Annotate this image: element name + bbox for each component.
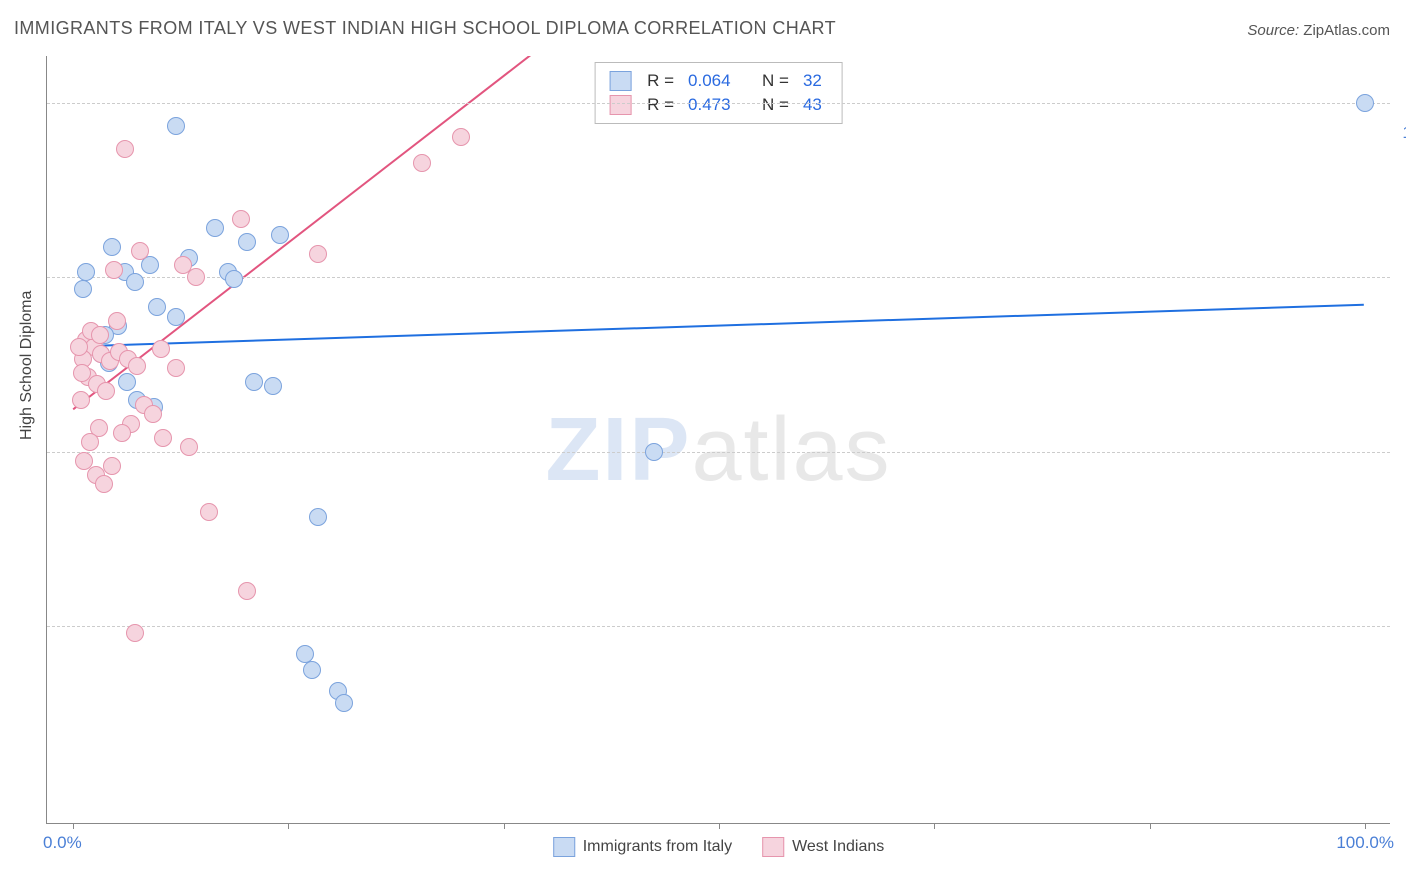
swatch-west-indians-icon xyxy=(762,837,784,857)
data-point-west_indians xyxy=(200,503,218,521)
data-point-italy xyxy=(74,280,92,298)
data-point-italy xyxy=(303,661,321,679)
r-value-west-indians: 0.473 xyxy=(688,93,731,117)
data-point-italy xyxy=(271,226,289,244)
data-point-italy xyxy=(335,694,353,712)
data-point-west_indians xyxy=(144,405,162,423)
gridline xyxy=(47,277,1390,278)
data-point-italy xyxy=(245,373,263,391)
swatch-italy-icon xyxy=(609,71,631,91)
data-point-italy xyxy=(103,238,121,256)
r-value-italy: 0.064 xyxy=(688,69,731,93)
x-tick xyxy=(934,823,935,829)
y-tick-label: 92.5% xyxy=(1390,297,1406,317)
data-point-west_indians xyxy=(97,382,115,400)
trendline-italy xyxy=(73,305,1364,347)
data-point-west_indians xyxy=(75,452,93,470)
data-point-italy xyxy=(1356,94,1374,112)
y-tick-label: 85.0% xyxy=(1390,472,1406,492)
x-tick xyxy=(1365,823,1366,829)
watermark-atlas: atlas xyxy=(691,399,891,499)
data-point-italy xyxy=(296,645,314,663)
data-point-italy xyxy=(77,263,95,281)
source-attribution: Source: ZipAtlas.com xyxy=(1247,22,1390,39)
data-point-west_indians xyxy=(154,429,172,447)
data-point-italy xyxy=(309,508,327,526)
data-point-italy xyxy=(126,273,144,291)
n-label: N = xyxy=(762,69,789,93)
data-point-west_indians xyxy=(180,438,198,456)
data-point-italy xyxy=(264,377,282,395)
data-point-west_indians xyxy=(238,582,256,600)
n-value-italy: 32 xyxy=(803,69,822,93)
x-tick xyxy=(1150,823,1151,829)
legend-item-west-indians: West Indians xyxy=(762,837,884,857)
swatch-italy-icon xyxy=(553,837,575,857)
watermark-zip: ZIP xyxy=(545,399,691,499)
source-value: ZipAtlas.com xyxy=(1303,22,1390,39)
x-axis-max-label: 100.0% xyxy=(1336,833,1394,853)
legend-row-west-indians: R = 0.473 N = 43 xyxy=(609,93,828,117)
data-point-west_indians xyxy=(73,364,91,382)
correlation-legend: R = 0.064 N = 32 R = 0.473 N = 43 xyxy=(594,62,843,124)
trendlines-layer xyxy=(47,56,1390,823)
data-point-italy xyxy=(118,373,136,391)
data-point-italy xyxy=(225,270,243,288)
data-point-west_indians xyxy=(91,326,109,344)
x-tick xyxy=(504,823,505,829)
y-tick-label: 77.5% xyxy=(1390,646,1406,666)
watermark: ZIPatlas xyxy=(545,398,891,501)
x-tick xyxy=(719,823,720,829)
legend-label-west-indians: West Indians xyxy=(792,838,884,855)
legend-row-italy: R = 0.064 N = 32 xyxy=(609,69,828,93)
data-point-west_indians xyxy=(413,154,431,172)
n-value-west-indians: 43 xyxy=(803,93,822,117)
data-point-west_indians xyxy=(70,338,88,356)
data-point-west_indians xyxy=(116,140,134,158)
data-point-west_indians xyxy=(108,312,126,330)
gridline xyxy=(47,626,1390,627)
data-point-west_indians xyxy=(72,391,90,409)
x-tick xyxy=(288,823,289,829)
x-tick xyxy=(73,823,74,829)
legend-label-italy: Immigrants from Italy xyxy=(583,838,732,855)
data-point-italy xyxy=(148,298,166,316)
data-point-italy xyxy=(167,308,185,326)
data-point-italy xyxy=(167,117,185,135)
data-point-west_indians xyxy=(309,245,327,263)
r-label: R = xyxy=(647,69,674,93)
data-point-west_indians xyxy=(452,128,470,146)
data-point-west_indians xyxy=(95,475,113,493)
y-axis-title: High School Diploma xyxy=(18,291,36,440)
r-label: R = xyxy=(647,93,674,117)
source-label: Source: xyxy=(1247,22,1303,39)
legend-item-italy: Immigrants from Italy xyxy=(553,837,732,857)
data-point-italy xyxy=(206,219,224,237)
data-point-west_indians xyxy=(152,340,170,358)
x-axis-min-label: 0.0% xyxy=(43,833,82,853)
data-point-west_indians xyxy=(128,357,146,375)
gridline xyxy=(47,103,1390,104)
data-point-italy xyxy=(645,443,663,461)
data-point-west_indians xyxy=(232,210,250,228)
swatch-west-indians-icon xyxy=(609,95,631,115)
data-point-west_indians xyxy=(126,624,144,642)
trendline-west_indians xyxy=(73,56,589,409)
data-point-west_indians xyxy=(105,261,123,279)
data-point-west_indians xyxy=(103,457,121,475)
data-point-west_indians xyxy=(81,433,99,451)
gridline xyxy=(47,452,1390,453)
scatter-plot-area: ZIPatlas R = 0.064 N = 32 R = 0.473 N = … xyxy=(46,56,1390,824)
data-point-west_indians xyxy=(187,268,205,286)
data-point-west_indians xyxy=(167,359,185,377)
chart-title: IMMIGRANTS FROM ITALY VS WEST INDIAN HIG… xyxy=(14,18,836,39)
data-point-west_indians xyxy=(113,424,131,442)
series-legend: Immigrants from Italy West Indians xyxy=(553,837,885,857)
data-point-italy xyxy=(238,233,256,251)
y-tick-label: 100.0% xyxy=(1390,123,1406,143)
n-label: N = xyxy=(762,93,789,117)
data-point-west_indians xyxy=(131,242,149,260)
